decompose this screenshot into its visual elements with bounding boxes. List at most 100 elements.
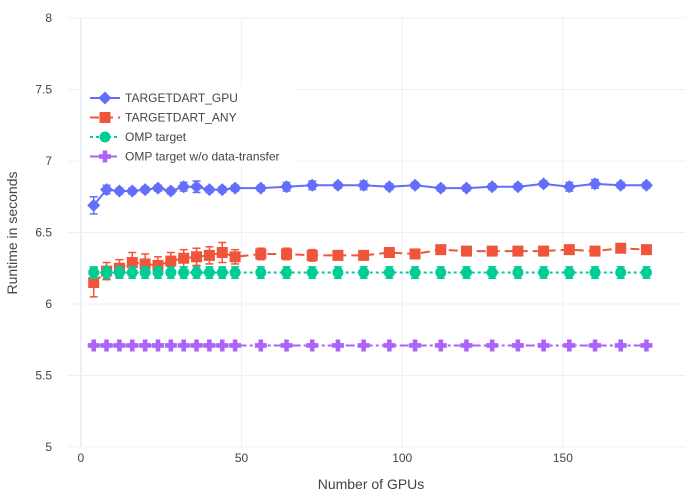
- data-point: [511, 180, 525, 194]
- data-point: [331, 339, 344, 352]
- legend-item[interactable]: TARGETDART_GPU: [90, 91, 238, 105]
- data-point: [614, 178, 628, 192]
- data-point: [126, 339, 139, 352]
- series-targetdart-gpu: [87, 177, 653, 215]
- data-point: [126, 257, 138, 269]
- data-point: [280, 180, 294, 194]
- data-point: [357, 339, 370, 352]
- data-point: [640, 267, 652, 279]
- data-point: [191, 267, 203, 279]
- legend-item[interactable]: OMP target: [90, 130, 187, 144]
- data-point: [139, 339, 152, 352]
- series-omp-target-w-o-data-transfer: [87, 339, 653, 352]
- data-point: [177, 180, 191, 194]
- data-point: [190, 180, 204, 194]
- data-point: [538, 267, 550, 279]
- data-point: [113, 267, 125, 279]
- legend-label: OMP target: [125, 130, 187, 144]
- data-point: [435, 244, 447, 256]
- data-point: [306, 339, 319, 352]
- legend-marker: [99, 131, 111, 143]
- data-point: [101, 267, 113, 279]
- data-point: [126, 267, 138, 279]
- data-point: [254, 181, 268, 195]
- data-point: [460, 267, 472, 279]
- data-point: [87, 339, 100, 352]
- data-point: [563, 267, 575, 279]
- data-point: [216, 247, 228, 259]
- data-point: [537, 177, 551, 191]
- legend-label: TARGETDART_GPU: [125, 91, 238, 105]
- data-point: [563, 339, 576, 352]
- series-line: [93, 247, 647, 284]
- data-point: [151, 181, 165, 195]
- data-point: [383, 247, 395, 259]
- data-point: [511, 339, 524, 352]
- x-tick-label: 100: [392, 451, 412, 465]
- data-point: [382, 180, 396, 194]
- data-point: [178, 267, 190, 279]
- data-point: [216, 339, 229, 352]
- data-point: [254, 339, 267, 352]
- data-point: [588, 177, 602, 191]
- data-point: [486, 245, 498, 257]
- x-tick-label: 150: [553, 451, 573, 465]
- data-point: [409, 248, 421, 260]
- data-point: [203, 339, 216, 352]
- data-point: [331, 178, 345, 192]
- data-point: [177, 339, 190, 352]
- data-point: [152, 259, 164, 271]
- data-point: [512, 267, 524, 279]
- data-point: [139, 267, 151, 279]
- data-point: [408, 178, 422, 192]
- y-tick-label: 5.5: [35, 369, 52, 383]
- legend-marker: [99, 150, 111, 163]
- data-point: [459, 181, 473, 195]
- data-point: [87, 198, 101, 212]
- data-point: [486, 267, 498, 279]
- y-tick-label: 7.5: [35, 83, 52, 97]
- data-point: [537, 339, 550, 352]
- data-point: [615, 267, 627, 279]
- data-point: [589, 267, 601, 279]
- series: [87, 177, 653, 352]
- y-tick-label: 6: [45, 297, 52, 311]
- data-point: [113, 339, 126, 352]
- x-axis-title: Number of GPUs: [318, 476, 425, 492]
- data-point: [88, 267, 100, 279]
- data-point: [203, 267, 215, 279]
- data-point: [383, 267, 395, 279]
- data-point: [332, 249, 344, 261]
- data-point: [639, 178, 653, 192]
- data-point: [255, 267, 267, 279]
- data-point: [165, 267, 177, 279]
- data-point: [486, 339, 499, 352]
- x-tick-label: 0: [78, 451, 85, 465]
- data-point: [255, 248, 267, 260]
- data-point: [615, 242, 627, 254]
- legend-item[interactable]: OMP target w/o data-transfer: [90, 150, 280, 164]
- legend[interactable]: TARGETDART_GPU TARGETDART_ANY OMP target OM…: [84, 86, 296, 166]
- legend-marker: [99, 112, 111, 123]
- y-tick-label: 5: [45, 440, 52, 454]
- legend-background: [84, 86, 296, 166]
- data-point: [589, 245, 601, 257]
- series-line: [92, 182, 647, 206]
- legend-item[interactable]: TARGETDART_ANY: [90, 111, 237, 125]
- data-point: [640, 244, 652, 256]
- data-point: [305, 178, 319, 192]
- data-point: [88, 277, 100, 289]
- data-point: [358, 267, 370, 279]
- y-tick-label: 6.5: [35, 226, 52, 240]
- data-point: [164, 339, 177, 352]
- y-tick-label: 8: [45, 11, 52, 25]
- data-point: [640, 339, 653, 352]
- data-point: [409, 339, 422, 352]
- data-point: [485, 180, 499, 194]
- data-point: [409, 267, 421, 279]
- data-point: [165, 255, 177, 267]
- data-point: [100, 339, 113, 352]
- data-point: [138, 183, 152, 197]
- data-point: [281, 267, 293, 279]
- y-axis-title: Runtime in seconds: [4, 172, 20, 295]
